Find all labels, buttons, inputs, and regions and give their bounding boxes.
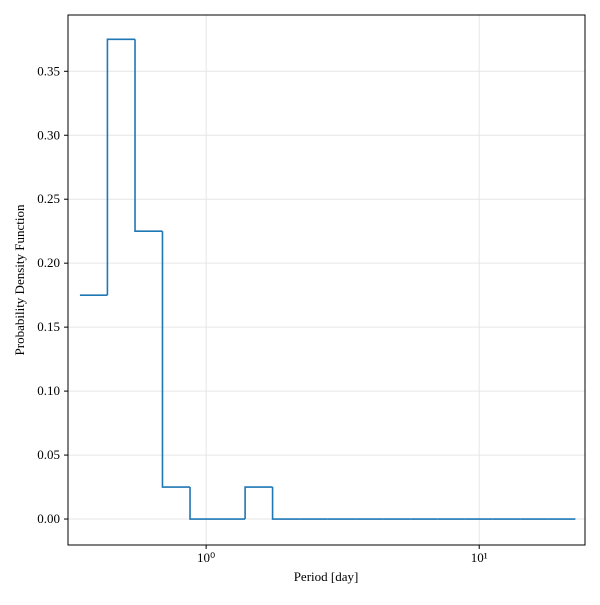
y-axis-label: Probability Density Function xyxy=(12,204,27,355)
x-tick-label: 10¹ xyxy=(471,550,488,565)
y-tick-label: 0.25 xyxy=(37,191,60,206)
histogram-step xyxy=(271,487,301,520)
histogram-step xyxy=(189,487,218,520)
y-tick-label: 0.00 xyxy=(37,511,60,526)
histogram-step xyxy=(134,39,163,232)
histogram-step xyxy=(161,231,191,488)
y-tick-label: 0.05 xyxy=(37,447,60,462)
x-axis-label: Period [day] xyxy=(294,569,359,584)
x-tick-label: 10⁰ xyxy=(197,550,215,565)
y-tick-label: 0.30 xyxy=(37,127,60,142)
plot-frame xyxy=(67,14,586,546)
histogram-step xyxy=(244,486,273,520)
y-tick-label: 0.20 xyxy=(37,255,60,270)
histogram-step xyxy=(106,38,136,296)
y-tick-label: 0.35 xyxy=(37,63,60,78)
y-tick-label: 0.15 xyxy=(37,319,60,334)
y-tick-label: 0.10 xyxy=(37,383,60,398)
